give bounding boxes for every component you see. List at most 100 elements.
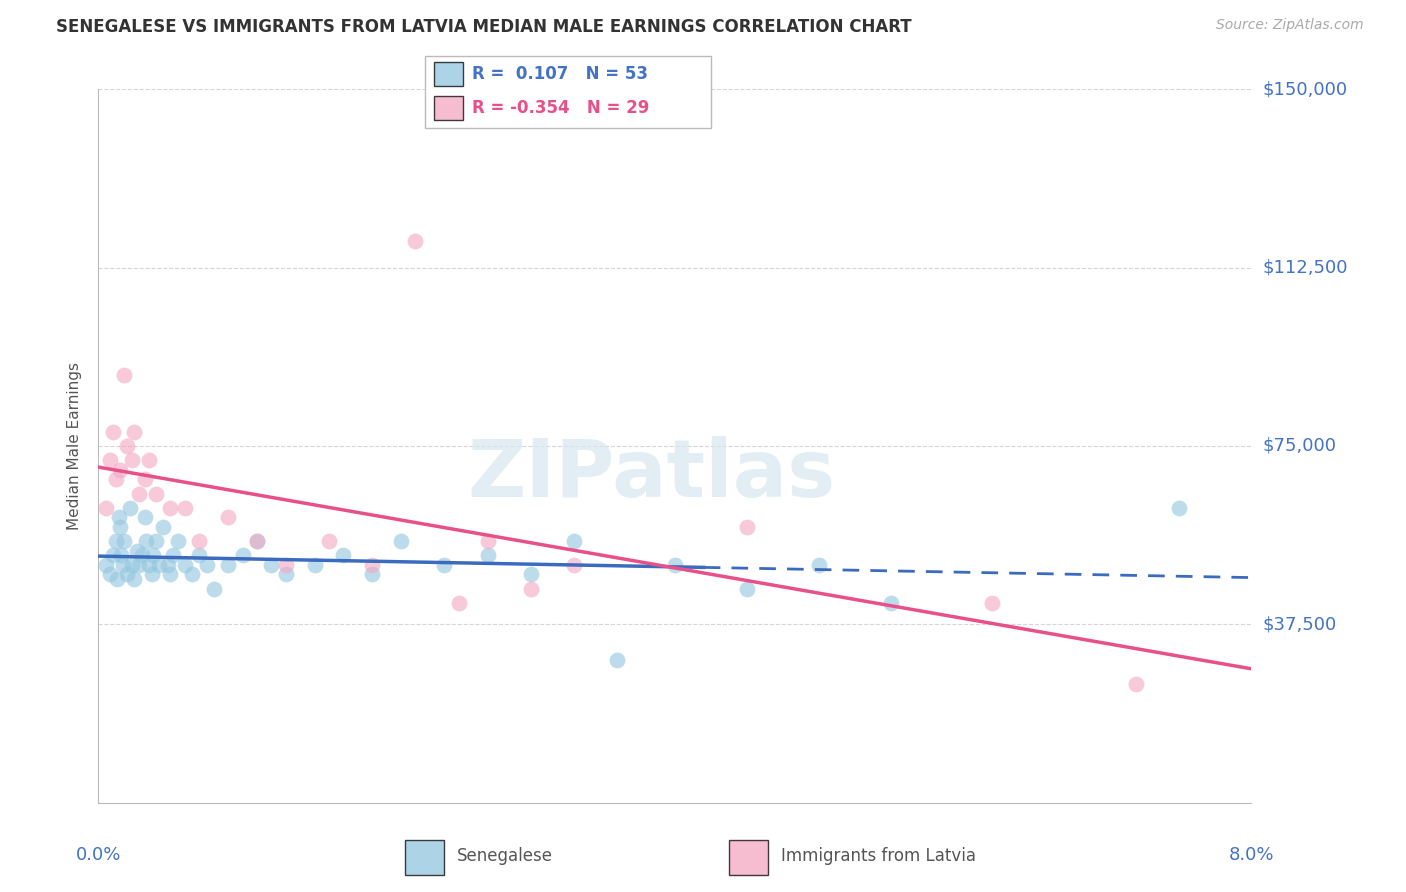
Point [274, 558, 297, 572]
Point [519, 582, 541, 596]
Text: $75,000: $75,000 [1263, 437, 1337, 455]
Point [217, 558, 239, 572]
Point [141, 567, 163, 582]
Point [562, 534, 585, 549]
Point [152, 520, 174, 534]
Point [405, 235, 427, 249]
FancyBboxPatch shape [433, 62, 463, 87]
FancyBboxPatch shape [425, 56, 711, 128]
Point [159, 500, 181, 515]
Text: R =  0.107   N = 53: R = 0.107 N = 53 [472, 65, 648, 83]
Point [664, 558, 686, 572]
Point [477, 549, 499, 563]
Point [159, 567, 181, 582]
Point [1125, 677, 1147, 691]
Text: Senegalese: Senegalese [457, 847, 553, 865]
Text: SENEGALESE VS IMMIGRANTS FROM LATVIA MEDIAN MALE EARNINGS CORRELATION CHART: SENEGALESE VS IMMIGRANTS FROM LATVIA MED… [56, 18, 912, 36]
Point [156, 558, 179, 572]
Point [112, 534, 135, 549]
Point [166, 534, 188, 549]
Point [318, 534, 340, 549]
Point [880, 596, 903, 610]
Point [128, 558, 150, 572]
FancyBboxPatch shape [433, 96, 463, 120]
Point [174, 500, 197, 515]
Point [807, 558, 830, 572]
Point [304, 558, 326, 572]
Point [246, 534, 269, 549]
Point [188, 534, 211, 549]
Point [477, 534, 499, 549]
Point [447, 596, 470, 610]
Point [94, 558, 117, 572]
Point [124, 425, 146, 439]
Point [174, 558, 197, 572]
Point [195, 558, 218, 572]
Point [735, 582, 758, 596]
Point [98, 567, 121, 582]
Point [231, 549, 254, 563]
Text: ZIPatlas: ZIPatlas [468, 435, 837, 514]
Point [202, 582, 225, 596]
Point [332, 549, 354, 563]
Point [134, 510, 156, 524]
FancyBboxPatch shape [405, 840, 444, 875]
Point [120, 500, 142, 515]
Point [361, 567, 384, 582]
Point [433, 558, 456, 572]
Point [188, 549, 211, 563]
Point [162, 549, 184, 563]
Point [108, 463, 131, 477]
Point [138, 558, 160, 572]
Point [246, 534, 269, 549]
Point [138, 453, 160, 467]
Point [111, 558, 134, 572]
Point [101, 425, 124, 439]
FancyBboxPatch shape [728, 840, 768, 875]
Text: 0.0%: 0.0% [76, 846, 121, 863]
Point [128, 486, 150, 500]
Y-axis label: Median Male Earnings: Median Male Earnings [67, 362, 83, 530]
Point [98, 453, 121, 467]
Point [131, 549, 153, 563]
Text: $150,000: $150,000 [1263, 80, 1347, 98]
Point [105, 572, 128, 586]
Point [735, 520, 758, 534]
Point [145, 486, 167, 500]
Point [124, 572, 146, 586]
Point [148, 558, 170, 572]
Point [112, 368, 135, 382]
Point [107, 510, 129, 524]
Point [121, 453, 143, 467]
Point [94, 500, 117, 515]
Point [519, 567, 541, 582]
Point [217, 510, 239, 524]
Text: $37,500: $37,500 [1263, 615, 1337, 633]
Point [274, 567, 297, 582]
Point [181, 567, 204, 582]
Point [127, 543, 149, 558]
Point [110, 549, 132, 563]
Point [361, 558, 384, 572]
Point [101, 549, 124, 563]
Point [260, 558, 283, 572]
Point [117, 567, 138, 582]
Point [562, 558, 585, 572]
Text: 8.0%: 8.0% [1229, 846, 1274, 863]
Point [117, 439, 138, 453]
Point [104, 472, 127, 486]
Text: Immigrants from Latvia: Immigrants from Latvia [780, 847, 976, 865]
Point [1168, 500, 1191, 515]
Point [108, 520, 131, 534]
Text: $112,500: $112,500 [1263, 259, 1348, 277]
Point [389, 534, 412, 549]
Point [134, 472, 156, 486]
Point [142, 549, 165, 563]
Point [135, 534, 157, 549]
Point [121, 558, 143, 572]
Point [981, 596, 1004, 610]
Point [606, 653, 628, 667]
Point [145, 534, 167, 549]
Text: R = -0.354   N = 29: R = -0.354 N = 29 [472, 99, 650, 117]
Text: Source: ZipAtlas.com: Source: ZipAtlas.com [1216, 18, 1364, 32]
